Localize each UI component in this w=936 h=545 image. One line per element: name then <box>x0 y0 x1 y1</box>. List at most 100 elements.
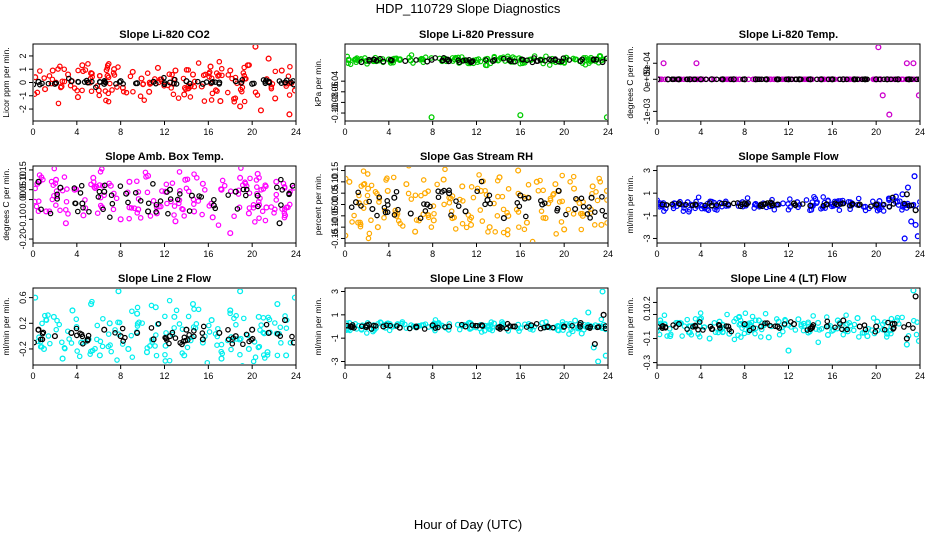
data-point <box>600 311 607 318</box>
data-point <box>542 58 548 64</box>
data-point <box>486 224 493 231</box>
data-point <box>742 310 749 317</box>
data-point <box>427 203 433 210</box>
y-tick-label: -3 <box>330 357 340 365</box>
data-point <box>39 80 45 87</box>
data-point <box>73 332 80 339</box>
data-point <box>445 327 452 333</box>
data-point <box>525 181 532 188</box>
data-point <box>182 337 189 344</box>
data-point <box>75 78 81 85</box>
data-point <box>195 60 202 66</box>
data-point <box>238 80 244 86</box>
y-tick-label: 0.2 <box>18 317 28 330</box>
panel-title: Slope Line 2 Flow <box>118 273 211 285</box>
data-point <box>346 53 351 60</box>
x-tick-label: 12 <box>471 249 481 259</box>
data-point <box>861 322 868 328</box>
data-point <box>430 203 437 209</box>
data-point <box>700 327 706 333</box>
data-point <box>210 202 217 209</box>
data-point <box>142 169 149 176</box>
data-point <box>150 336 157 343</box>
data-point <box>787 204 793 210</box>
data-point <box>96 182 103 188</box>
plot-frame <box>32 287 297 366</box>
data-point <box>589 183 596 190</box>
data-point <box>214 88 220 94</box>
data-point <box>187 94 194 100</box>
data-point <box>459 183 466 190</box>
data-point <box>384 187 391 194</box>
data-point <box>588 194 595 201</box>
data-point <box>278 340 284 346</box>
data-point <box>104 62 111 69</box>
x-tick-label: 20 <box>871 127 881 137</box>
data-point <box>828 76 835 83</box>
data-point <box>108 348 115 355</box>
data-point <box>431 210 437 217</box>
data-point <box>871 76 877 83</box>
data-point <box>453 198 459 204</box>
data-point <box>478 178 485 185</box>
data-point <box>154 64 161 71</box>
data-point <box>752 330 758 337</box>
data-point <box>545 200 552 207</box>
data-point <box>291 294 295 301</box>
data-point <box>54 191 60 198</box>
data-point <box>787 319 794 325</box>
data-point <box>89 78 95 85</box>
data-point <box>161 74 167 81</box>
x-tick-label: 8 <box>118 371 123 381</box>
data-point <box>278 202 284 208</box>
data-point <box>658 317 664 324</box>
data-point <box>171 212 177 218</box>
data-point <box>884 76 891 83</box>
data-point <box>659 325 666 331</box>
data-point <box>54 193 60 200</box>
data-point <box>243 186 250 193</box>
data-point <box>723 323 730 329</box>
panel-title: Slope Gas Stream RH <box>420 151 533 163</box>
data-point <box>186 208 193 214</box>
data-point <box>751 205 757 211</box>
y-tick-label: -1 <box>18 92 28 100</box>
data-point <box>762 310 769 317</box>
data-point <box>153 204 160 210</box>
y-tick-label: -3 <box>642 234 652 242</box>
data-point <box>273 197 280 203</box>
data-point <box>399 320 405 327</box>
data-point <box>57 63 63 70</box>
data-point <box>670 76 677 83</box>
data-point <box>430 217 437 224</box>
data-point <box>890 201 897 207</box>
x-tick-label: 12 <box>783 371 793 381</box>
data-point <box>579 56 585 63</box>
data-point <box>736 321 743 328</box>
data-point <box>103 97 109 104</box>
data-point <box>289 182 295 189</box>
data-point <box>200 72 207 79</box>
y-tick-label: -1 <box>642 212 652 220</box>
data-point <box>190 201 197 207</box>
data-point <box>713 202 720 208</box>
data-point <box>837 76 843 83</box>
data-point <box>191 171 197 177</box>
y-tick-label: 0.2 <box>642 296 652 309</box>
y-tick-label: 5e-04 <box>642 52 652 75</box>
data-point <box>228 346 234 353</box>
data-point <box>712 329 719 336</box>
data-point <box>901 324 907 330</box>
data-point <box>219 177 226 184</box>
x-tick-label: 12 <box>471 371 481 381</box>
data-point <box>253 184 260 190</box>
data-point <box>164 189 170 195</box>
data-point <box>668 331 674 338</box>
data-point <box>750 325 757 331</box>
data-point <box>494 213 501 219</box>
data-point <box>346 322 351 329</box>
data-point <box>906 203 913 209</box>
data-point <box>894 314 901 321</box>
data-point <box>425 214 432 221</box>
data-point <box>114 84 120 90</box>
